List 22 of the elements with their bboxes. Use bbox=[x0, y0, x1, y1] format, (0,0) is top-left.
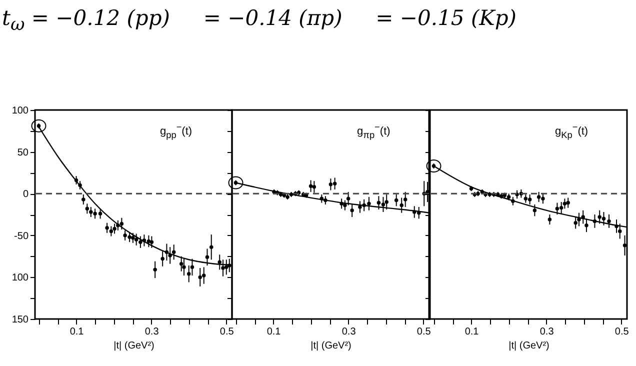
annotation: g$_{πp}$$^{−}$(t) bbox=[357, 122, 390, 140]
y-tick-label: 50 bbox=[17, 147, 29, 158]
x-tick-label: 0.5 bbox=[614, 326, 630, 338]
x-tick-label: 0.1 bbox=[266, 326, 282, 338]
x-tick-label: 0.5 bbox=[416, 326, 432, 338]
x-tick-label: 0.5 bbox=[220, 326, 234, 338]
x-axis-title: |t| (GeV²) bbox=[114, 340, 154, 352]
x-tick-label: 0.3 bbox=[144, 326, 160, 338]
y-tick-label: 150 bbox=[12, 314, 29, 326]
x-tick-label: 0.3 bbox=[342, 326, 356, 338]
x-axis-title: |t| (GeV²) bbox=[508, 340, 550, 352]
x-tick-label: 0.1 bbox=[464, 326, 480, 338]
y-tick-label: 0 bbox=[22, 189, 29, 200]
y-tick-label: 100 bbox=[12, 106, 29, 116]
annotation: g$_{Kp}$$^{−}$(t) bbox=[555, 122, 588, 140]
chart-title: t$_{ω}$ = −0.12 (pp) = −0.14 (πp) = −0.15 (Kp) bbox=[2, 6, 516, 36]
annotation: g$_{pp}$$^{−}$(t) bbox=[160, 122, 192, 140]
y-tick-label: -50 bbox=[14, 230, 29, 242]
y-tick-label: 100 bbox=[12, 272, 29, 284]
x-tick-label: 0.1 bbox=[70, 326, 84, 338]
x-axis-title: |t| (GeV²) bbox=[310, 340, 352, 352]
x-tick-label: 0.3 bbox=[540, 326, 554, 338]
